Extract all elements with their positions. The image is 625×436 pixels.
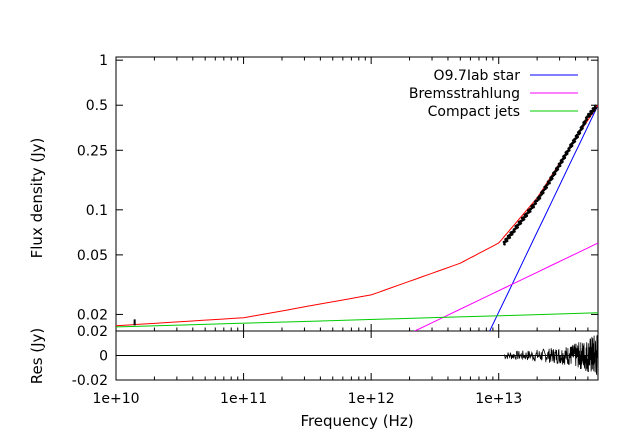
x-axis-label: Frequency (Hz) (300, 412, 413, 430)
residual-series (116, 335, 599, 376)
data-point (553, 172, 557, 176)
data-point (525, 214, 529, 218)
data-point (585, 118, 589, 121)
data-point (558, 164, 562, 168)
residual-y-tick-label: 0 (99, 349, 108, 365)
data-point (578, 131, 582, 135)
data-point (590, 112, 594, 115)
data-point (534, 202, 538, 205)
series-line-o9-7iab-star (489, 104, 598, 331)
data-point (576, 135, 579, 139)
data-point (593, 104, 597, 108)
data-point (510, 233, 514, 236)
legend-label: Compact jets (428, 104, 520, 120)
data-point (519, 222, 523, 225)
x-tick-label: 1e+11 (220, 391, 267, 407)
data-point (588, 114, 591, 118)
data-point (133, 319, 136, 326)
data-point (573, 140, 577, 143)
y-tick-label: 0.1 (86, 203, 108, 219)
data-point (556, 168, 560, 171)
data-point (505, 239, 509, 243)
data-point (542, 191, 545, 195)
x-tick-label: 1e+13 (475, 391, 522, 407)
data-point (561, 160, 564, 163)
legend: O9.7Iab star Bremsstrahlung Compact jets (409, 68, 578, 120)
legend-label: O9.7Iab star (434, 68, 521, 84)
data-point (551, 177, 554, 180)
y-tick-label: 1 (99, 53, 108, 69)
residual-y-tick-label: -0.02 (72, 373, 108, 389)
residual-y-axis-label: Res (Jy) (28, 328, 46, 385)
series-line-compact-jets (116, 312, 598, 328)
data-point (568, 149, 571, 152)
data-point (583, 122, 587, 125)
data-point (513, 230, 516, 233)
data-point (522, 218, 526, 221)
data-point (532, 205, 535, 209)
data-point (593, 109, 596, 112)
data-point (503, 242, 506, 246)
x-tick-label: 1e+10 (92, 391, 139, 407)
data-point (570, 144, 574, 148)
data-point (581, 126, 584, 130)
data-point (516, 226, 519, 229)
series-line-bremsstrahlung (414, 242, 598, 331)
data-point (545, 186, 548, 189)
data-point (508, 236, 512, 239)
data-point (594, 106, 597, 110)
y-tick-label: 0.05 (77, 248, 108, 264)
data-point (538, 196, 542, 200)
x-tick-label: 1e+12 (348, 391, 395, 407)
residual-axes: 1e+10 1e+11 1e+12 1e+13 0.02 0 -0.02 (72, 324, 599, 407)
series-layer (116, 104, 598, 331)
legend-label: Bremsstrahlung (409, 86, 520, 102)
data-point (548, 181, 551, 185)
y-tick-label: 0.5 (86, 98, 108, 114)
data-point (563, 156, 567, 159)
data-point (529, 210, 532, 213)
data-point (565, 152, 569, 155)
y-axis-label: Flux density (Jy) (28, 138, 46, 259)
y-tick-label: 0.25 (77, 143, 108, 159)
y-tick-label: 0.02 (77, 307, 108, 323)
observed-data-points (133, 104, 597, 326)
residual-noise-line (503, 335, 599, 376)
main-plot-frame (115, 56, 599, 332)
residual-y-tick-label: 0.02 (77, 324, 108, 340)
